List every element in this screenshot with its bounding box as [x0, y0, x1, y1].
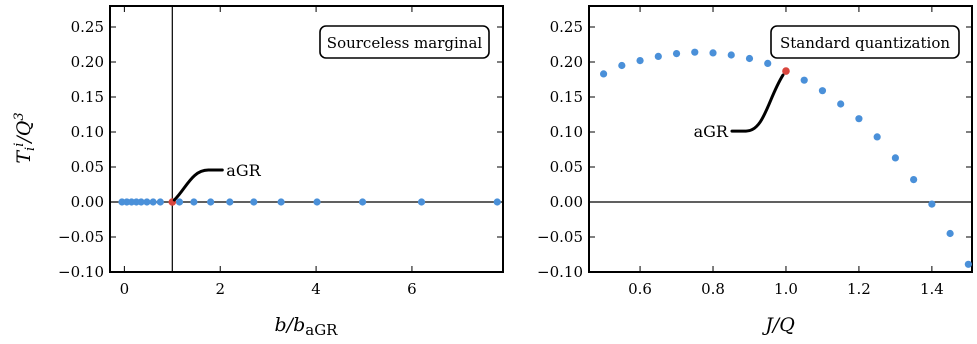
left-y-tick-label: −0.05	[58, 228, 104, 246]
right-data-point	[618, 61, 626, 70]
right-data-point	[891, 154, 900, 162]
right-y-tick-label: 0.05	[550, 158, 583, 176]
right-data-point	[691, 48, 699, 56]
right-y-tick-label: 0.15	[550, 88, 583, 106]
left-data-point	[175, 198, 184, 206]
right-annotation-leader	[730, 73, 785, 133]
right-y-tick-label: 0.20	[550, 53, 583, 71]
left-data-point	[137, 198, 145, 206]
left-data-point	[156, 198, 164, 206]
right-data-point	[764, 59, 772, 67]
left-data-point	[277, 198, 285, 206]
left-y-tick-label: −0.10	[58, 263, 104, 281]
right-data-point	[837, 100, 845, 108]
right-data-point	[928, 200, 936, 208]
right-y-tick-label: 0.25	[550, 18, 583, 36]
right-data-point	[599, 70, 608, 78]
right-y-tick-label: −0.05	[537, 228, 583, 246]
left-data-point	[250, 198, 258, 206]
right-data-point	[873, 133, 881, 141]
right-data-point	[672, 50, 681, 58]
left-annotation-label: aGR	[226, 161, 261, 180]
left-legend-label: Sourceless marginal	[327, 34, 483, 52]
right-data-point	[855, 115, 863, 123]
right-data-point	[636, 57, 644, 65]
left-data-point	[149, 198, 157, 206]
right-legend-label: Standard quantization	[780, 34, 950, 52]
left-x-tick-label: 2	[215, 280, 225, 298]
right-legend-box: Standard quantization	[770, 25, 960, 59]
right-data-point	[946, 229, 954, 238]
left-data-point	[493, 198, 501, 206]
right-annotation-label: aGR	[694, 122, 729, 141]
right-data-point	[800, 76, 808, 84]
left-data-point	[190, 198, 198, 206]
left-y-tick-label: 0.15	[71, 88, 104, 106]
right-panel: 0.25 0.20 0.15 0.10 0.05 0.00 −0.05 −0.10 0.6 0.8…	[537, 5, 973, 336]
y-axis-title: Tii/Q3	[12, 112, 38, 163]
left-data-point	[417, 198, 426, 206]
left-y-tick-label: 0.20	[71, 53, 104, 71]
right-x-tick-label: 0.8	[701, 280, 725, 298]
left-x-axis-title: b/baGR	[275, 314, 339, 339]
left-panel: 0.25 0.20 0.15 0.10 0.05 0.00 −0.05 −0.10 0 2 4 6 S…	[58, 5, 504, 339]
left-legend-box: Sourceless marginal	[319, 25, 490, 59]
right-x-tick-label: 1.4	[920, 280, 944, 298]
left-x-tick-label: 6	[407, 280, 417, 298]
right-y-tick-label: 0.10	[550, 123, 583, 141]
right-plot-frame	[588, 5, 973, 273]
right-x-tick-label: 1.2	[847, 280, 871, 298]
right-data-point	[910, 176, 918, 184]
left-y-tick-label: 0.25	[71, 18, 104, 36]
right-data-point	[654, 52, 662, 61]
right-x-axis-title: J/Q	[761, 314, 795, 336]
left-x-tick-label: 0	[120, 280, 130, 298]
right-data-point	[964, 260, 972, 268]
left-data-point	[358, 198, 367, 206]
right-data-point	[727, 51, 735, 59]
left-data-point	[226, 198, 234, 206]
left-y-tick-label: 0.10	[71, 123, 104, 141]
right-data-point	[745, 54, 754, 63]
right-y-tick-label: 0.00	[550, 193, 583, 211]
left-data-point	[313, 198, 321, 206]
right-x-tick-label: 1.0	[774, 280, 798, 298]
left-data-point	[207, 198, 215, 206]
left-y-tick-label: 0.00	[71, 193, 104, 211]
left-plot-frame	[109, 5, 504, 273]
left-annotation-leader	[172, 168, 224, 202]
left-data-point	[143, 198, 151, 206]
right-highlight-point	[782, 67, 790, 75]
left-x-tick-label: 4	[311, 280, 321, 298]
right-x-tick-label: 0.6	[628, 280, 652, 298]
right-data-point	[818, 87, 827, 95]
right-y-tick-label: −0.10	[537, 263, 583, 281]
left-y-tick-label: 0.05	[71, 158, 104, 176]
right-data-point	[709, 49, 717, 57]
